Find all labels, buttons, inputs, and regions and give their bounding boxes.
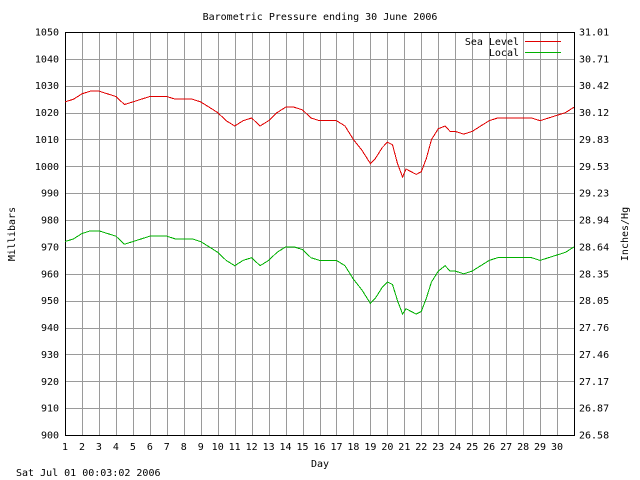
y-tick-label: 970 <box>41 242 59 253</box>
y-tick-label: 1030 <box>35 81 59 92</box>
y2-tick-label: 26.87 <box>579 404 609 415</box>
x-tick-label: 2 <box>79 442 85 453</box>
y-tick-label: 960 <box>41 269 59 280</box>
x-tick-label: 24 <box>449 442 461 453</box>
x-tick-label: 13 <box>263 442 275 453</box>
x-tick-label: 10 <box>212 442 224 453</box>
y2-tick-label: 28.64 <box>579 242 609 253</box>
x-tick-label: 28 <box>517 442 529 453</box>
x-axis-tick-labels: 1 2 3 4 5 6 7 8 9 10 11 12 13 14 15 16 17 18 19 20 21 22 23 24 2… <box>62 442 563 453</box>
y2-tick-label: 30.42 <box>579 81 609 92</box>
x-tick-label: 15 <box>297 442 309 453</box>
y-tick-label: 920 <box>41 377 59 388</box>
x-tick-label: 1 <box>62 442 68 453</box>
y2-axis-label: Inches/Hg <box>620 207 631 261</box>
x-tick-label: 21 <box>398 442 410 453</box>
y2-tick-label: 29.23 <box>579 189 609 200</box>
x-tick-label: 30 <box>551 442 563 453</box>
y2-tick-label: 30.12 <box>579 108 609 119</box>
legend-label: Local <box>489 48 519 59</box>
y2-tick-label: 27.17 <box>579 377 609 388</box>
x-tick-label: 26 <box>483 442 495 453</box>
x-tick-label: 6 <box>147 442 153 453</box>
plot-frame <box>65 32 575 436</box>
legend-label: Sea Level <box>465 37 519 48</box>
x-tick-label: 3 <box>96 442 102 453</box>
y2-tick-label: 26.58 <box>579 431 609 442</box>
x-tick-label: 25 <box>466 442 478 453</box>
y-tick-label: 940 <box>41 323 59 334</box>
y2-tick-label: 28.94 <box>579 216 609 227</box>
y2-tick-label: 28.35 <box>579 269 609 280</box>
y-tick-label: 1050 <box>35 28 59 39</box>
y-tick-label: 950 <box>41 296 59 307</box>
x-tick-label: 9 <box>198 442 204 453</box>
x-tick-label: 18 <box>347 442 359 453</box>
y2-tick-label: 29.83 <box>579 135 609 146</box>
x-tick-label: 23 <box>432 442 444 453</box>
x-tick-label: 29 <box>534 442 546 453</box>
timestamp: Sat Jul 01 00:03:02 2006 <box>16 468 161 479</box>
y-tick-label: 1040 <box>35 54 59 65</box>
y2-tick-label: 27.46 <box>579 350 609 361</box>
chart-title: Barometric Pressure ending 30 June 2006 <box>203 12 438 23</box>
y-tick-label: 1020 <box>35 108 59 119</box>
y2-tick-label: 30.71 <box>579 54 609 65</box>
series-line-sea-level <box>64 90 575 179</box>
y2-tick-label: 28.05 <box>579 296 609 307</box>
x-tick-label: 7 <box>164 442 170 453</box>
y2-tick-label: 27.76 <box>579 323 609 334</box>
y-tick-label: 980 <box>41 216 59 227</box>
y-tick-label: 910 <box>41 404 59 415</box>
x-tick-label: 17 <box>330 442 342 453</box>
x-axis-label: Day <box>311 459 329 470</box>
y-tick-label: 900 <box>41 431 59 442</box>
x-tick-label: 14 <box>280 442 292 453</box>
y2-tick-label: 29.53 <box>579 162 609 173</box>
y2-tick-label: 31.01 <box>579 28 609 39</box>
grid <box>65 32 574 436</box>
y-tick-label: 930 <box>41 350 59 361</box>
y-tick-label: 990 <box>41 189 59 200</box>
right-axis-tick-labels: 26.58 26.87 27.17 27.46 27.76 28.05 28.35 28.64… <box>579 28 609 442</box>
x-tick-label: 11 <box>229 442 241 453</box>
x-tick-label: 22 <box>415 442 427 453</box>
series-lines <box>64 90 575 316</box>
x-tick-label: 12 <box>246 442 258 453</box>
x-tick-label: 4 <box>113 442 119 453</box>
x-tick-label: 16 <box>313 442 325 453</box>
left-axis-tick-labels: 900 910 920 930 940 950 960 970 980 990 1000 1010 10… <box>35 28 59 442</box>
series-line-local <box>64 230 575 316</box>
x-tick-label: 27 <box>500 442 512 453</box>
x-tick-label: 20 <box>381 442 393 453</box>
y-axis-label: Millibars <box>7 207 18 261</box>
y-tick-label: 1010 <box>35 135 59 146</box>
y-tick-label: 1000 <box>35 162 59 173</box>
x-tick-label: 8 <box>181 442 187 453</box>
x-tick-label: 5 <box>130 442 136 453</box>
x-tick-label: 19 <box>364 442 376 453</box>
